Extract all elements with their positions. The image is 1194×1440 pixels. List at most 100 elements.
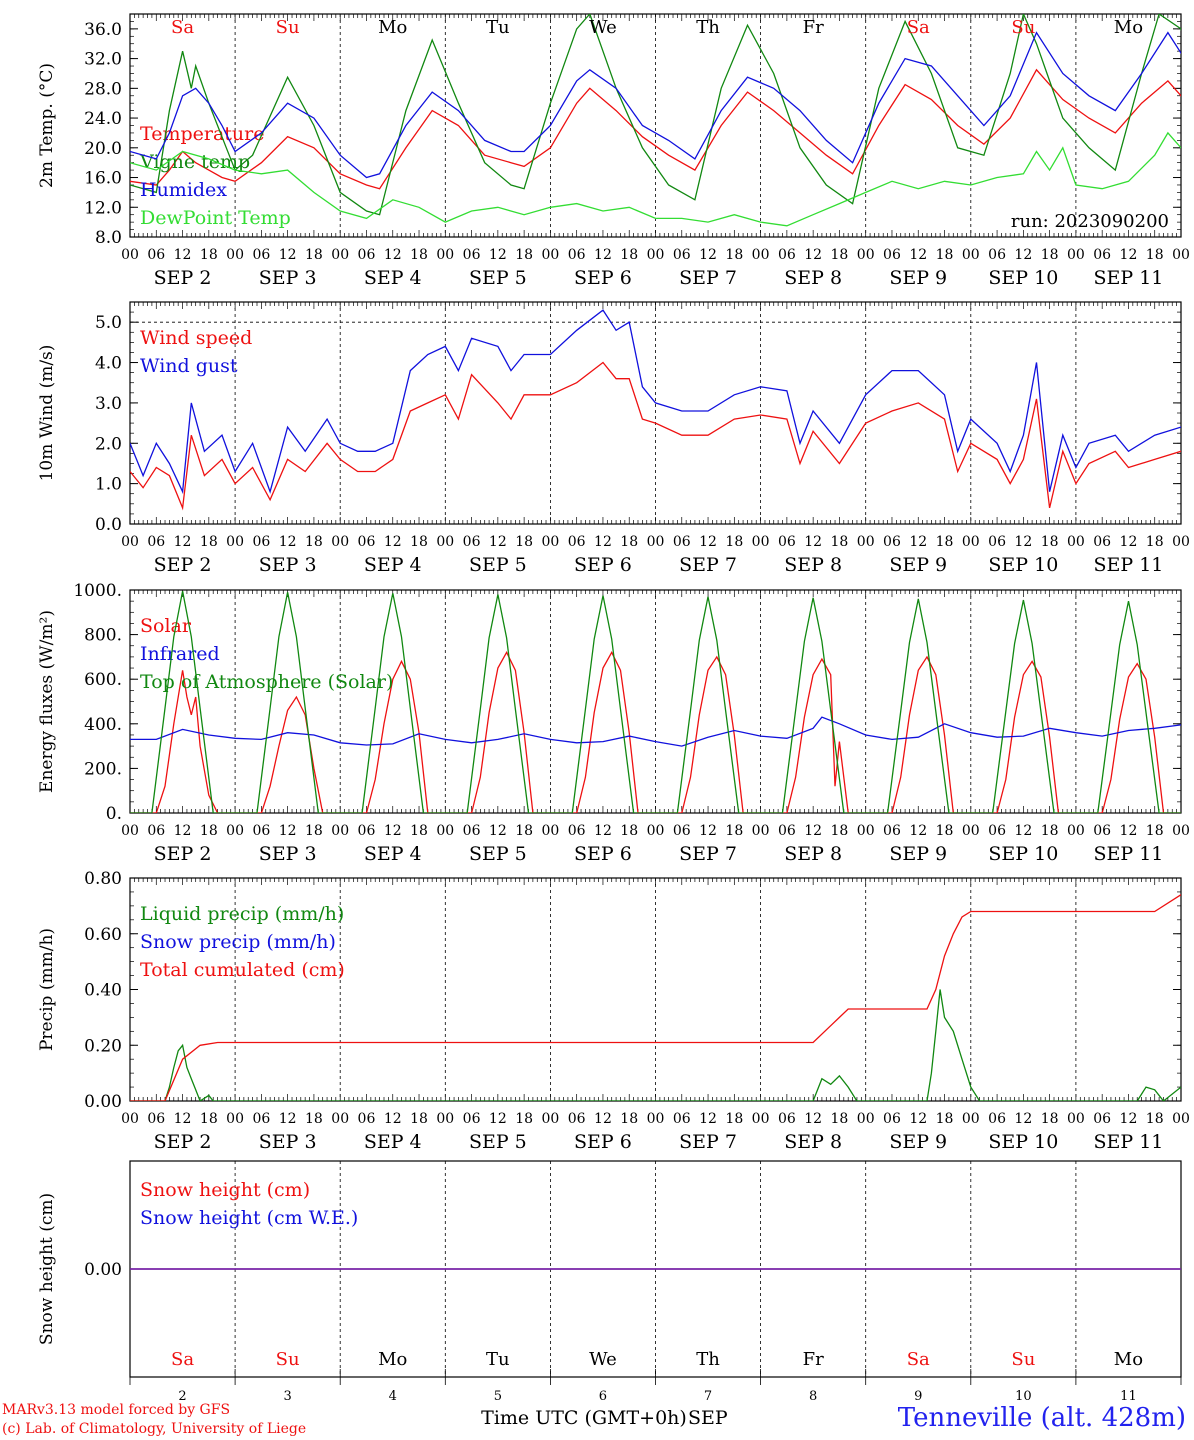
x-hour-label: 06	[252, 823, 270, 839]
day-abbr: Tu	[486, 17, 510, 38]
x-hour-label: 12	[489, 534, 507, 550]
x-hour-label: 18	[831, 247, 849, 263]
x-day-number: 9	[914, 1389, 922, 1404]
x-hour-label: 18	[200, 247, 218, 263]
x-hour-label: 06	[883, 247, 901, 263]
x-hour-label: 18	[200, 534, 218, 550]
x-hour-label: 12	[1014, 534, 1032, 550]
x-hour-label: 12	[174, 247, 192, 263]
x-hour-label: 12	[384, 823, 402, 839]
x-date-label: SEP 9	[889, 554, 947, 576]
x-date-label: SEP 9	[889, 843, 947, 865]
plot-frame	[129, 13, 1182, 238]
day-abbr: We	[589, 17, 617, 38]
x-date-label: SEP 11	[1094, 554, 1164, 576]
x-hour-label: 18	[410, 1111, 428, 1127]
x-date-label: SEP 5	[469, 267, 527, 289]
x-hour-label: 12	[1014, 823, 1032, 839]
day-abbr: Su	[1011, 1349, 1035, 1370]
legend-entry: Total cumulated (cm)	[140, 959, 345, 981]
x-hour-label: 12	[279, 823, 297, 839]
x-date-label: SEP 3	[259, 843, 317, 865]
x-date-label: SEP 6	[574, 843, 632, 865]
series-line-humidex	[130, 31, 1181, 179]
y-tick-label: 0.00	[84, 1260, 122, 1280]
y-tick-label: 5.0	[95, 313, 122, 333]
x-hour-label: 18	[725, 1111, 743, 1127]
x-hour-label: 12	[489, 247, 507, 263]
lab-credit: (c) Lab. of Climatology, University of L…	[2, 1421, 307, 1437]
x-hour-label: 00	[121, 823, 139, 839]
x-hour-label: 12	[594, 1111, 612, 1127]
x-hour-label: 18	[515, 1111, 533, 1127]
x-hour-label: 18	[410, 823, 428, 839]
x-hour-label: 06	[358, 247, 376, 263]
y-tick-label: 200.	[84, 759, 122, 779]
x-hour-label: 06	[147, 1111, 165, 1127]
day-abbr: We	[589, 1349, 617, 1370]
y-tick-label: 800.	[84, 626, 122, 646]
x-hour-label: 18	[831, 1111, 849, 1127]
series-line-infrared	[130, 716, 1181, 747]
x-date-label: SEP 5	[469, 1131, 527, 1153]
day-abbr: Sa	[171, 1349, 194, 1370]
x-day-number: 3	[284, 1389, 292, 1404]
x-hour-label: 12	[909, 534, 927, 550]
x-hour-label: 06	[358, 534, 376, 550]
run-label: run: 2023090200	[1011, 211, 1169, 232]
model-credit: MARv3.13 model forced by GFS	[2, 1402, 231, 1418]
x-date-label: SEP 5	[469, 843, 527, 865]
legend-entry: Snow height (cm W.E.)	[140, 1207, 358, 1229]
x-hour-label: 06	[778, 534, 796, 550]
y-tick-label: 28.0	[84, 79, 122, 99]
x-hour-label: 12	[279, 247, 297, 263]
x-hour-label: 12	[384, 247, 402, 263]
x-hour-label: 18	[725, 823, 743, 839]
day-abbr: Su	[1011, 17, 1035, 38]
x-hour-label: 18	[936, 534, 954, 550]
day-abbr: Sa	[171, 17, 194, 38]
x-hour-label: 00	[962, 823, 980, 839]
x-hour-label: 18	[515, 823, 533, 839]
x-hour-label: 06	[252, 1111, 270, 1127]
series-line-solar	[130, 651, 1181, 813]
x-day-number: 5	[494, 1389, 502, 1404]
x-hour-label: 00	[1172, 823, 1190, 839]
y-tick-label: 0.40	[84, 981, 122, 1001]
day-abbr: Sa	[907, 17, 930, 38]
y-tick-label: 1000.	[73, 581, 122, 601]
x-hour-label: 00	[1172, 534, 1190, 550]
x-hour-label: 06	[252, 534, 270, 550]
x-hour-label: 06	[883, 534, 901, 550]
x-hour-label: 18	[1041, 534, 1059, 550]
x-hour-label: 12	[909, 1111, 927, 1127]
x-hour-label: 06	[883, 1111, 901, 1127]
x-hour-label: 00	[541, 823, 559, 839]
y-tick-label: 2.0	[95, 434, 122, 454]
x-hour-label: 06	[988, 823, 1006, 839]
y-tick-label: 36.0	[84, 20, 122, 40]
x-hour-label: 12	[1014, 247, 1032, 263]
day-abbr: Th	[696, 1349, 720, 1370]
y-tick-label: 0.20	[84, 1036, 122, 1056]
x-day-number: 7	[704, 1389, 712, 1404]
x-hour-label: 18	[1041, 1111, 1059, 1127]
x-hour-label: 18	[1146, 1111, 1164, 1127]
x-hour-label: 18	[620, 1111, 638, 1127]
y-tick-label: 32.0	[84, 50, 122, 70]
day-abbr: Mo	[378, 1349, 407, 1370]
series-line-total-cumulated-cm-	[130, 894, 1181, 1101]
y-tick-label: 0.0	[95, 515, 122, 535]
x-hour-label: 12	[174, 823, 192, 839]
x-hour-label: 06	[252, 247, 270, 263]
x-hour-label: 18	[515, 534, 533, 550]
x-hour-label: 00	[752, 1111, 770, 1127]
x-hour-label: 00	[331, 247, 349, 263]
x-hour-label: 00	[857, 534, 875, 550]
x-date-label: SEP 2	[154, 1131, 212, 1153]
x-hour-label: 12	[279, 534, 297, 550]
x-hour-label: 00	[1067, 247, 1085, 263]
series-line-liquid-precip-mm-h-	[130, 989, 1181, 1101]
x-hour-label: 00	[121, 247, 139, 263]
